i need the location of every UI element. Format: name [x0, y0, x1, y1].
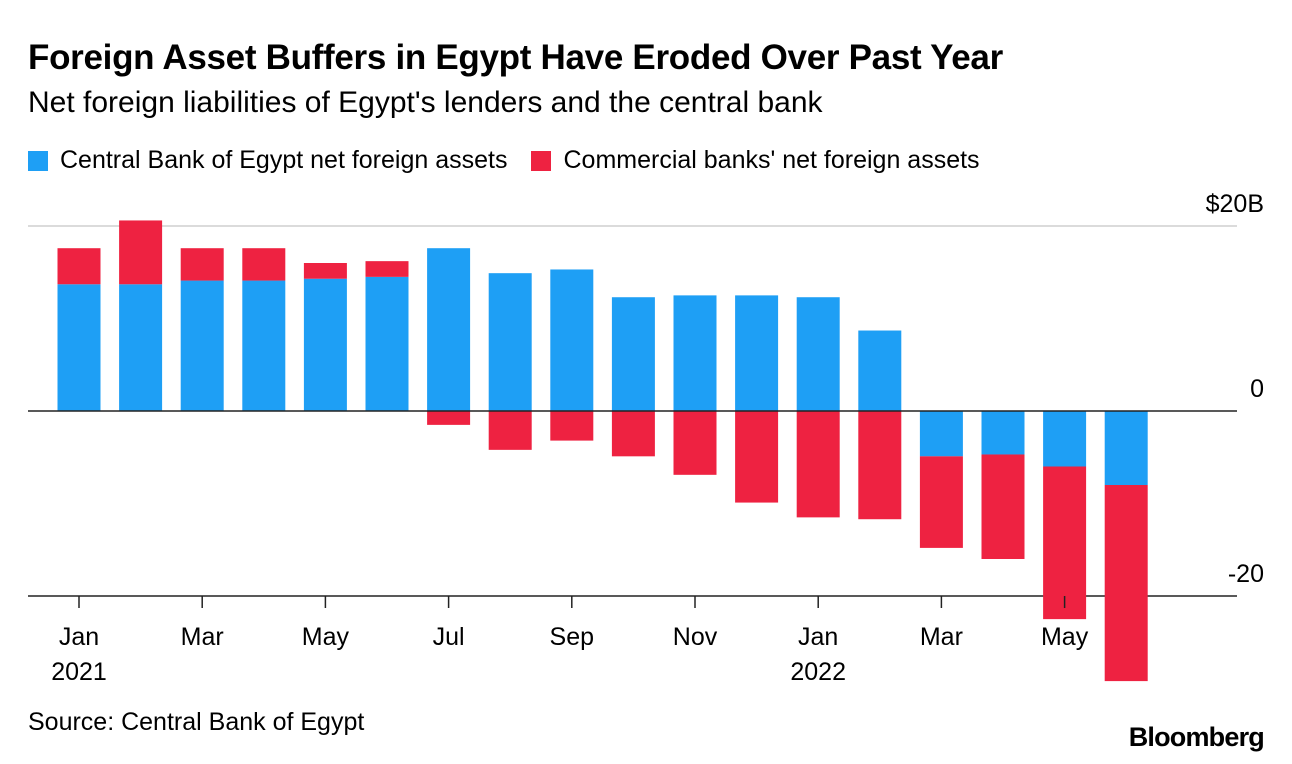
bar-commercial-banks-2022-01: [796, 411, 840, 518]
bloomberg-logo: Bloomberg: [1128, 722, 1265, 752]
x-tick-label-2: May: [302, 623, 350, 651]
bar-commercial-banks-2022-04: [981, 454, 1025, 559]
bar-commercial-banks-2021-09: [550, 411, 594, 441]
x-tick-label-4: Sep: [550, 623, 594, 651]
bar-central-bank-2021-01: [57, 284, 101, 411]
bar-commercial-banks-2022-05: [1043, 466, 1087, 620]
x-tick-label-3: Jul: [433, 623, 465, 651]
bar-central-bank-2021-10: [611, 297, 655, 411]
chart-title: Foreign Asset Buffers in Egypt Have Erod…: [28, 38, 1003, 77]
bar-commercial-banks-2022-06: [1104, 485, 1148, 682]
x-tick-year-0: 2021: [51, 658, 107, 686]
bar-commercial-banks-2022-03: [919, 456, 963, 548]
bar-commercial-banks-2021-03: [180, 248, 224, 281]
bar-commercial-banks-2021-06: [365, 261, 409, 277]
x-tick-year-6: 2022: [790, 658, 846, 686]
bar-central-bank-2021-08: [488, 273, 532, 411]
bar-central-bank-2021-03: [180, 280, 224, 411]
bar-commercial-banks-2021-07: [427, 411, 471, 425]
bar-commercial-banks-2021-10: [611, 411, 655, 457]
bar-commercial-banks-2021-11: [673, 411, 717, 475]
legend-swatch-central-bank: [28, 150, 48, 171]
bar-central-bank-2022-03: [919, 411, 963, 457]
bar-central-bank-2022-04: [981, 411, 1025, 455]
legend-label-commercial-banks: Commercial banks' net foreign assets: [563, 146, 980, 174]
bar-central-bank-2022-01: [796, 297, 840, 411]
bar-commercial-banks-2021-05: [303, 263, 347, 279]
chart-subtitle: Net foreign liabilities of Egypt's lende…: [28, 86, 823, 119]
legend-swatch-commercial-banks: [531, 150, 552, 171]
x-tick-label-7: Mar: [920, 623, 963, 651]
bar-central-bank-2021-05: [303, 278, 347, 411]
source-note: Source: Central Bank of Egypt: [28, 708, 365, 736]
bar-central-bank-2021-09: [550, 269, 594, 411]
x-tick-label-5: Nov: [673, 623, 718, 651]
x-tick-label-8: May: [1041, 623, 1089, 651]
bar-central-bank-2021-12: [735, 295, 779, 411]
y-tick-label-0: $20B: [1206, 190, 1264, 218]
bar-commercial-banks-2021-01: [57, 248, 101, 285]
y-tick-label-2: -20: [1228, 560, 1264, 588]
bar-commercial-banks-2022-02: [858, 411, 902, 520]
bar-central-bank-2021-02: [119, 284, 163, 411]
y-tick-label-1: 0: [1250, 375, 1264, 403]
bar-commercial-banks-2021-08: [488, 411, 532, 450]
bar-central-bank-2021-04: [242, 280, 286, 411]
x-tick-label-0: Jan: [59, 623, 99, 651]
legend-label-central-bank: Central Bank of Egypt net foreign assets: [60, 146, 508, 174]
bar-central-bank-2021-11: [673, 295, 717, 411]
bar-commercial-banks-2021-04: [242, 248, 286, 281]
bar-central-bank-2022-02: [858, 330, 902, 411]
x-tick-label-1: Mar: [181, 623, 224, 651]
bar-central-bank-2021-07: [427, 248, 471, 411]
legend-item-commercial-banks: Commercial banks' net foreign assets: [531, 146, 980, 175]
bar-central-bank-2022-05: [1043, 411, 1087, 467]
x-tick-label-6: Jan: [798, 623, 838, 651]
bar-commercial-banks-2021-02: [119, 220, 163, 285]
legend-item-central-bank: Central Bank of Egypt net foreign assets: [28, 146, 507, 175]
bar-commercial-banks-2021-12: [735, 411, 779, 503]
bar-central-bank-2021-06: [365, 276, 409, 411]
bar-central-bank-2022-06: [1104, 411, 1148, 485]
legend: Central Bank of Egypt net foreign assets…: [28, 146, 1004, 175]
